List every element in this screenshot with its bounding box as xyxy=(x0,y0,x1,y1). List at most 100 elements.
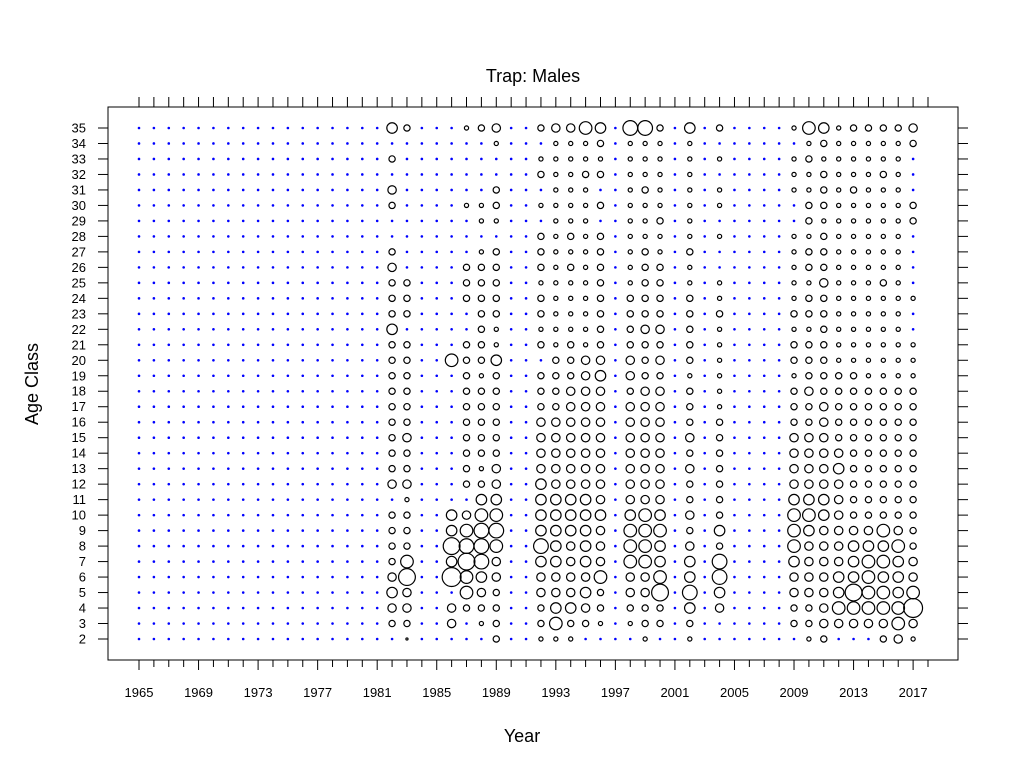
empty-dot xyxy=(524,374,528,378)
empty-dot xyxy=(703,250,706,254)
empty-dot xyxy=(748,436,751,439)
bubble xyxy=(492,588,501,597)
bubble xyxy=(715,480,724,488)
bubble xyxy=(626,341,635,349)
empty-dot xyxy=(420,328,424,331)
empty-dot xyxy=(301,513,305,517)
bubble xyxy=(895,140,901,147)
empty-dot xyxy=(777,374,781,378)
empty-dot xyxy=(182,312,185,316)
bubble xyxy=(596,325,605,334)
empty-dot xyxy=(420,157,424,161)
empty-dot xyxy=(524,513,528,517)
bubble xyxy=(640,448,650,458)
empty-dot xyxy=(375,482,379,486)
empty-dot xyxy=(256,374,260,378)
empty-dot xyxy=(450,157,453,161)
y-tick-label: 28 xyxy=(72,229,86,244)
empty-dot xyxy=(748,529,751,532)
empty-dot xyxy=(331,575,334,579)
bubble xyxy=(895,249,901,255)
bubble xyxy=(568,249,574,255)
empty-dot xyxy=(435,173,439,176)
empty-dot xyxy=(733,188,736,192)
empty-dot xyxy=(375,575,379,579)
empty-dot xyxy=(256,544,260,548)
empty-dot xyxy=(524,157,528,161)
y-tick-label: 7 xyxy=(79,554,86,569)
empty-dot xyxy=(301,297,305,300)
empty-dot xyxy=(256,312,260,316)
empty-dot xyxy=(375,374,379,378)
bubble xyxy=(538,156,544,162)
bubble xyxy=(565,556,576,567)
bubble xyxy=(909,402,917,411)
empty-dot xyxy=(182,250,185,254)
empty-dot xyxy=(346,606,349,610)
bubble xyxy=(549,524,562,537)
empty-dot xyxy=(182,188,185,192)
bubble xyxy=(475,571,488,583)
bubble xyxy=(640,572,650,582)
empty-dot xyxy=(614,575,617,579)
empty-dot xyxy=(331,482,334,486)
empty-dot xyxy=(256,219,260,223)
empty-dot xyxy=(911,312,915,316)
empty-dot xyxy=(316,560,319,563)
bubble xyxy=(656,604,664,612)
empty-dot xyxy=(614,482,617,486)
empty-dot xyxy=(762,374,766,378)
empty-dot xyxy=(331,498,334,501)
empty-dot xyxy=(182,389,185,393)
bubble xyxy=(641,372,649,380)
empty-dot xyxy=(152,219,156,223)
bubble xyxy=(489,508,504,523)
bubble xyxy=(492,248,501,256)
bubble xyxy=(895,295,901,302)
empty-dot xyxy=(197,328,200,331)
empty-dot xyxy=(777,575,781,579)
bubble xyxy=(568,202,574,209)
bubble xyxy=(536,572,546,582)
empty-dot xyxy=(777,451,781,455)
bubble xyxy=(462,279,471,287)
bubble xyxy=(910,357,916,363)
empty-dot xyxy=(256,142,260,145)
empty-dot xyxy=(703,451,706,455)
empty-dot xyxy=(762,606,766,610)
bubble xyxy=(595,448,606,458)
empty-dot xyxy=(435,219,439,223)
empty-dot xyxy=(509,219,513,223)
empty-dot xyxy=(509,513,513,517)
empty-dot xyxy=(256,188,260,192)
empty-dot xyxy=(241,312,245,316)
empty-dot xyxy=(331,328,334,331)
empty-dot xyxy=(316,575,319,579)
empty-dot xyxy=(584,637,587,641)
x-tick-label: 1977 xyxy=(303,685,332,700)
empty-dot xyxy=(361,142,364,145)
empty-dot xyxy=(733,513,736,517)
empty-dot xyxy=(762,358,766,362)
bubble xyxy=(640,479,650,489)
empty-dot xyxy=(420,235,424,238)
empty-dot xyxy=(301,312,305,316)
empty-dot xyxy=(748,204,751,207)
empty-dot xyxy=(241,405,245,409)
empty-dot xyxy=(509,606,513,610)
bubble xyxy=(641,248,649,256)
empty-dot xyxy=(450,126,453,130)
empty-dot xyxy=(420,606,424,610)
bubble xyxy=(687,140,693,147)
empty-dot xyxy=(435,622,439,625)
bubble xyxy=(548,616,563,631)
empty-dot xyxy=(152,142,156,145)
bubble xyxy=(686,341,694,349)
bubble xyxy=(687,187,693,193)
empty-dot xyxy=(524,467,528,470)
empty-dot xyxy=(777,188,781,192)
empty-dot xyxy=(152,513,156,517)
bubble xyxy=(895,156,901,162)
empty-dot xyxy=(777,358,781,362)
bubble xyxy=(833,448,844,458)
